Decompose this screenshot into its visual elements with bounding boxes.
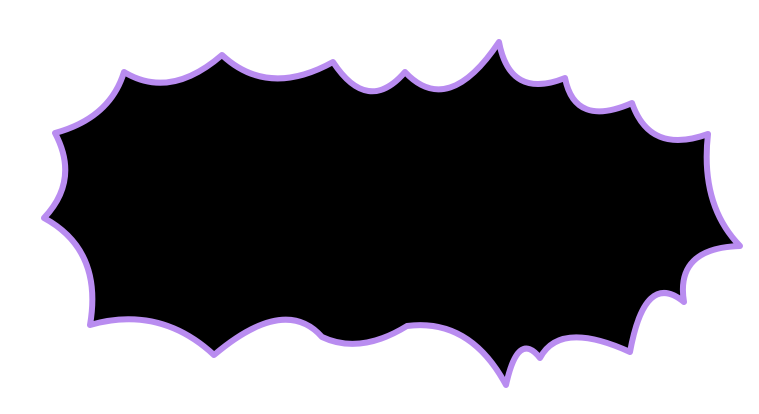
burst-bubble-shape: [41, 39, 743, 388]
